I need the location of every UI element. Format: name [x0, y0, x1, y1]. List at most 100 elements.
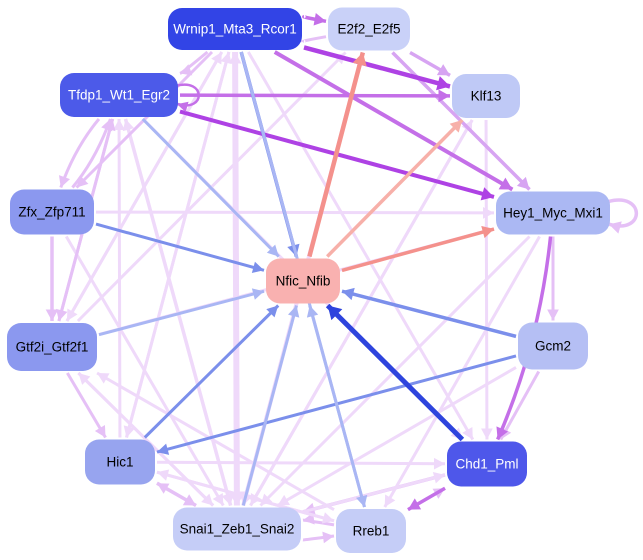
edge-arrowhead	[433, 457, 445, 470]
edge-arrowhead	[322, 531, 334, 544]
edge-gcm2-snai1	[276, 366, 517, 507]
node-label-hey1: Hey1_Myc_Mxi1	[503, 206, 603, 221]
edge-snai1-klf13	[249, 119, 474, 507]
edge-arrowhead	[123, 425, 135, 438]
node-zfx[interactable]	[10, 189, 94, 235]
edge-zfx-nfic	[95, 222, 265, 272]
node-label-hic1: Hic1	[106, 455, 133, 470]
edge-arrowhead	[212, 493, 224, 506]
edge-arrowhead	[480, 187, 494, 201]
edge-arrowhead	[352, 52, 367, 67]
edge-arrowhead	[277, 494, 291, 506]
node-label-tfdp1: Tfdp1_Wt1_Egr2	[68, 88, 170, 103]
edge-self-loop	[606, 198, 638, 228]
edge-wrnip1-klf13	[303, 45, 451, 89]
node-hey1[interactable]	[496, 191, 610, 235]
node-gcm2[interactable]	[518, 322, 588, 370]
edge-arrowhead	[251, 288, 264, 300]
edge-arrowhead	[313, 13, 326, 26]
edge-arrowhead	[180, 64, 193, 76]
edge-tfdp1-klf13	[179, 93, 451, 98]
edge-nfic-e2f2	[307, 51, 366, 258]
edge-arrowhead	[355, 494, 368, 507]
edge-arrowhead	[482, 207, 494, 219]
edge-hic1-nfic	[143, 304, 280, 439]
edge-arrowhead	[228, 52, 242, 64]
edge-arrowhead	[78, 373, 91, 385]
edge-arrowhead	[327, 305, 343, 321]
edge-snai1-nfic	[241, 305, 298, 506]
edge-rreb1-gtf2i	[96, 371, 335, 511]
edge-arrowhead	[94, 425, 106, 438]
edge-arrowhead	[76, 175, 89, 188]
node-label-klf13: Klf13	[471, 89, 502, 104]
edge-arrowhead	[113, 119, 125, 131]
edge-arrowhead	[177, 101, 189, 113]
edge-arrowhead	[436, 76, 450, 91]
node-tfdp1[interactable]	[60, 73, 178, 117]
edge-arrowhead	[266, 305, 279, 318]
edge-arrowhead	[408, 498, 422, 510]
node-label-wrnip1: Wrnip1_Mta3_Rcor1	[173, 22, 297, 37]
edge-arrowhead	[97, 373, 110, 384]
edge-arrowhead	[321, 512, 334, 524]
edge-arrowhead	[496, 426, 509, 440]
edge-klf13-chd1	[484, 119, 489, 440]
edge-arrowhead	[462, 427, 473, 440]
edge-arrowhead	[384, 494, 396, 507]
node-chd1[interactable]	[447, 441, 527, 487]
edge-arrowhead	[157, 443, 170, 455]
edge-arrowhead	[449, 120, 463, 133]
edge-gtf2i-nfic	[98, 289, 265, 337]
node-klf13[interactable]	[452, 74, 520, 118]
node-label-gtf2i: Gtf2i_Gtf2f1	[16, 340, 89, 355]
edge-arrowhead	[104, 119, 116, 132]
edge-snai1-wrnip1	[233, 51, 239, 506]
edge-nfic-hey1	[341, 227, 495, 273]
edge-arrowhead	[438, 89, 450, 103]
edge-arrowhead	[45, 309, 59, 321]
node-label-zfx: Zfx_Zfp711	[18, 205, 85, 220]
edge-arrowhead	[58, 175, 70, 188]
edge-gcm2-nfic	[341, 289, 517, 339]
edge-arrowhead	[516, 176, 530, 190]
edge-hic1-chd1	[156, 460, 446, 466]
edge-arrowhead	[432, 472, 445, 484]
node-nfic[interactable]	[266, 258, 340, 304]
edge-arrowhead	[251, 261, 264, 274]
node-e2f2[interactable]	[328, 7, 410, 51]
edge-arrowhead	[481, 225, 494, 239]
edge-arrowhead	[66, 308, 78, 321]
node-rreb1[interactable]	[336, 509, 406, 553]
edge-arrowhead	[122, 119, 135, 132]
edge-wrnip1-hey1	[273, 50, 514, 192]
edge-zfx-hey1	[95, 210, 495, 215]
edge-snai1-chd1	[302, 473, 446, 514]
edge-arrowhead	[266, 244, 279, 257]
node-wrnip1[interactable]	[168, 8, 302, 50]
edge-e2f2-wrnip1	[302, 35, 327, 43]
edge-snai1-gtf2i	[77, 371, 215, 507]
edge-arrowhead	[287, 305, 300, 318]
node-hic1[interactable]	[85, 439, 155, 485]
edge-arrowhead	[498, 177, 513, 190]
node-snai1[interactable]	[173, 507, 301, 551]
edge-chd1-nfic	[325, 303, 465, 442]
node-gtf2i[interactable]	[7, 323, 97, 371]
node-label-gcm2: Gcm2	[535, 339, 571, 354]
edge-arrowhead	[157, 483, 170, 494]
edge-arrowhead	[342, 287, 355, 301]
node-label-snai1: Snai1_Zeb1_Snai2	[180, 522, 295, 537]
node-label-chd1: Chd1_Pml	[455, 457, 518, 472]
node-label-rreb1: Rreb1	[353, 524, 390, 539]
edge-wrnip1-gtf2i	[65, 51, 224, 322]
edge-arrowhead	[481, 428, 493, 440]
edge-nfic-klf13	[325, 118, 464, 258]
edge-arrowhead	[547, 309, 559, 321]
edge-tfdp1-nfic	[141, 117, 280, 258]
edge-arrowhead	[609, 221, 622, 234]
edge-wrnip1-chd1	[247, 51, 475, 441]
edge-arrowhead	[436, 64, 450, 76]
